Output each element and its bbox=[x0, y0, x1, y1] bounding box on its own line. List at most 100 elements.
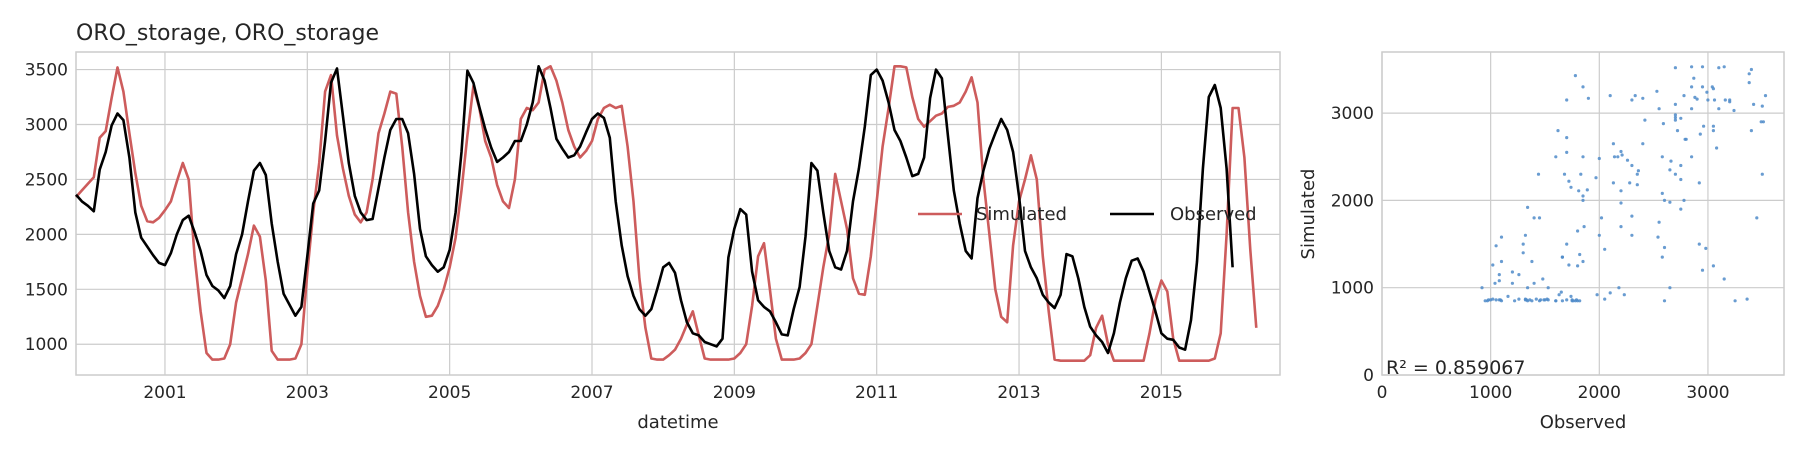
scatter-point bbox=[1597, 233, 1601, 237]
scatter-point bbox=[1625, 158, 1630, 162]
scatter-point bbox=[1695, 97, 1699, 101]
scatter-point bbox=[1620, 153, 1624, 157]
scatter-chart-grid bbox=[1381, 52, 1784, 376]
line-chart-x-tick-label: 2011 bbox=[855, 383, 898, 403]
scatter-chart-x-tick-label: 1000 bbox=[1469, 383, 1512, 403]
scatter-point bbox=[1506, 294, 1510, 298]
scatter-point bbox=[1679, 177, 1683, 182]
scatter-point bbox=[1554, 155, 1558, 159]
scatter-point bbox=[1661, 122, 1665, 126]
scatter-chart-y-tick-label: 3000 bbox=[1331, 104, 1374, 124]
line-chart-y-tick-label: 2500 bbox=[25, 170, 68, 190]
scatter-point bbox=[1573, 299, 1577, 303]
scatter-point bbox=[1700, 268, 1705, 272]
line-chart-x-tick-label: 2015 bbox=[1140, 383, 1183, 403]
scatter-point bbox=[1579, 172, 1583, 176]
scatter-point bbox=[1749, 129, 1753, 133]
scatter-point bbox=[1619, 149, 1623, 154]
legend-label-observed: Observed bbox=[1170, 204, 1257, 225]
line-chart-y-tick-label: 3000 bbox=[25, 116, 68, 136]
scatter-point bbox=[1537, 299, 1542, 303]
scatter-point bbox=[1573, 74, 1577, 78]
scatter-point bbox=[1611, 142, 1615, 146]
scatter-point bbox=[1608, 94, 1612, 98]
line-chart-x-tick-label: 2013 bbox=[997, 383, 1040, 403]
scatter-point bbox=[1673, 66, 1677, 70]
scatter-point bbox=[1530, 259, 1534, 264]
scatter-point bbox=[1660, 155, 1664, 159]
scatter-point bbox=[1497, 279, 1501, 283]
scatter-point bbox=[1690, 155, 1694, 159]
line-chart-grid bbox=[76, 52, 1280, 375]
scatter-point bbox=[1747, 81, 1751, 85]
scatter-point bbox=[1630, 163, 1634, 168]
scatter-point bbox=[1581, 155, 1585, 159]
scatter-point bbox=[1556, 129, 1560, 133]
scatter-point bbox=[1603, 247, 1607, 251]
scatter-point bbox=[1569, 185, 1573, 189]
scatter-point bbox=[1565, 98, 1569, 102]
scatter-point bbox=[1641, 96, 1645, 100]
scatter-point bbox=[1581, 198, 1585, 202]
line-chart-y-tick-label: 1000 bbox=[25, 335, 68, 355]
line-chart-x-label: datetime bbox=[637, 412, 718, 433]
scatter-point bbox=[1749, 67, 1753, 72]
scatter-point bbox=[1635, 183, 1639, 187]
scatter-point bbox=[1622, 293, 1626, 297]
scatter-point bbox=[1657, 220, 1661, 224]
scatter-point bbox=[1577, 189, 1581, 193]
scatter-point bbox=[1679, 207, 1683, 211]
scatter-point bbox=[1759, 120, 1763, 124]
scatter-point bbox=[1711, 129, 1715, 133]
line-chart-title: ORO_storage, ORO_storage bbox=[76, 21, 379, 46]
scatter-point bbox=[1711, 124, 1715, 128]
scatter-point bbox=[1569, 294, 1573, 298]
scatter-point bbox=[1679, 163, 1683, 168]
scatter-point bbox=[1594, 176, 1598, 180]
scatter-point bbox=[1510, 270, 1514, 274]
scatter-point bbox=[1611, 181, 1615, 185]
scatter-point bbox=[1723, 98, 1727, 102]
legend: Simulated Observed bbox=[918, 204, 1257, 225]
scatter-chart-y-tick-label: 0 bbox=[1363, 366, 1374, 386]
scatter-point bbox=[1493, 281, 1497, 285]
scatter-point bbox=[1521, 251, 1525, 255]
scatter-point bbox=[1700, 85, 1705, 89]
scatter-point bbox=[1560, 255, 1564, 259]
scatter-point bbox=[1599, 216, 1604, 220]
scatter-point bbox=[1712, 98, 1717, 102]
scatter-point bbox=[1690, 85, 1694, 89]
scatter-point bbox=[1668, 200, 1672, 204]
scatter-chart-x-tick-label: 0 bbox=[1377, 383, 1388, 403]
line-chart-y-tick-label: 1500 bbox=[25, 280, 68, 300]
line-chart-x-ticks: 2001 2003 2005 2007 2009 2011 2013 2015 bbox=[143, 383, 1183, 403]
scatter-chart-y-tick-label: 1000 bbox=[1331, 279, 1374, 299]
scatter-point bbox=[1673, 172, 1677, 176]
scatter-point bbox=[1586, 96, 1590, 100]
scatter-point bbox=[1517, 297, 1521, 301]
scatter-point bbox=[1616, 155, 1620, 159]
scatter-point bbox=[1480, 286, 1484, 290]
scatter-point bbox=[1578, 252, 1582, 257]
scatter-point bbox=[1697, 181, 1701, 185]
r-squared-annotation: R² = 0.859067 bbox=[1386, 357, 1525, 379]
scatter-point bbox=[1655, 89, 1659, 93]
line-chart-x-tick-label: 2001 bbox=[143, 383, 186, 403]
scatter-chart-y-tick-label: 2000 bbox=[1331, 191, 1374, 211]
scatter-point bbox=[1517, 273, 1521, 277]
scatter-point bbox=[1717, 107, 1721, 111]
scatter-point bbox=[1576, 264, 1580, 268]
scatter-point bbox=[1499, 299, 1504, 303]
scatter-point bbox=[1715, 146, 1719, 150]
scatter-point bbox=[1541, 277, 1545, 281]
scatter-point bbox=[1526, 205, 1530, 209]
scatter-point bbox=[1698, 132, 1702, 136]
scatter-point bbox=[1581, 259, 1585, 264]
series-line-observed bbox=[75, 65, 1234, 355]
scatter-point bbox=[1630, 214, 1634, 218]
scatter-chart-x-tick-label: 2000 bbox=[1578, 383, 1621, 403]
scatter-point bbox=[1717, 66, 1721, 70]
scatter-point bbox=[1557, 293, 1561, 297]
line-chart-series bbox=[75, 65, 1258, 363]
